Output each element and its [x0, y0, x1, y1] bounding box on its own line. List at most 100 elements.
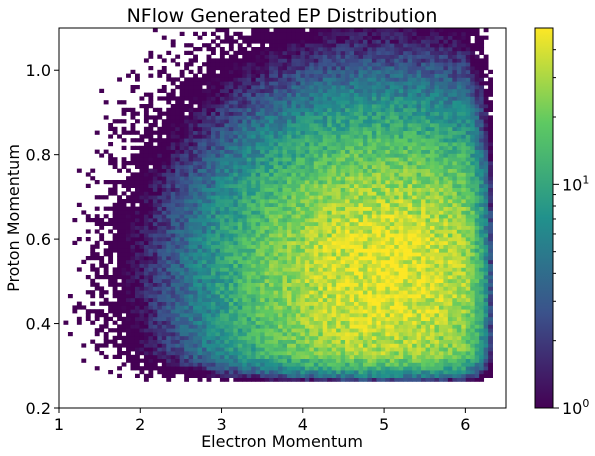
heatmap-cell [255, 316, 261, 321]
heatmap-cell [282, 351, 288, 356]
heatmap-cell [327, 126, 333, 131]
heatmap-cell [345, 81, 350, 86]
heatmap-cell [362, 263, 368, 268]
heatmap-cell [309, 54, 315, 59]
heatmap-cell [175, 123, 181, 128]
heatmap-cell [304, 240, 310, 245]
heatmap-cell [112, 218, 118, 223]
heatmap-cell [161, 320, 167, 325]
heatmap-cell [224, 85, 230, 90]
heatmap-cell [166, 263, 172, 268]
heatmap-cell [286, 180, 292, 185]
heatmap-cell [251, 305, 257, 310]
heatmap-cell [117, 210, 122, 215]
heatmap-cell [278, 199, 283, 204]
heatmap-cell [255, 85, 261, 90]
heatmap-cell [286, 248, 292, 253]
heatmap-cell [264, 244, 270, 249]
heatmap-cell [309, 172, 315, 177]
heatmap-cell [300, 149, 306, 154]
heatmap-cell [340, 324, 346, 329]
heatmap-cell [99, 195, 105, 200]
heatmap-cell [291, 134, 297, 139]
heatmap-cell [367, 294, 373, 299]
heatmap-cell [117, 221, 122, 226]
heatmap-cell [99, 218, 105, 223]
heatmap-cell [134, 153, 140, 158]
heatmap-cell [269, 320, 274, 325]
heatmap-cell [278, 252, 283, 257]
heatmap-cell [166, 199, 172, 204]
heatmap-cell [121, 210, 127, 215]
heatmap-cell [291, 373, 297, 378]
heatmap-cell [179, 305, 185, 310]
heatmap-cell [210, 313, 216, 318]
heatmap-cell [202, 73, 207, 78]
heatmap-cell [224, 115, 230, 120]
heatmap-cell [184, 180, 190, 185]
heatmap-cell [148, 187, 154, 192]
heatmap-cell [260, 153, 266, 158]
heatmap-cell [354, 324, 359, 329]
heatmap-cell [170, 104, 176, 109]
heatmap-cell [260, 130, 266, 135]
heatmap-cell [148, 191, 154, 196]
heatmap-cell [358, 301, 364, 306]
heatmap-cell [354, 225, 359, 230]
heatmap-cell [210, 339, 216, 344]
heatmap-cell [237, 305, 243, 310]
heatmap-cell [112, 214, 118, 219]
heatmap-cell [282, 225, 288, 230]
heatmap-cell [134, 73, 140, 78]
heatmap-cell [175, 126, 181, 131]
heatmap-cell [246, 69, 252, 74]
heatmap-cell [336, 195, 342, 200]
heatmap-cell [331, 153, 337, 158]
heatmap-cell [336, 77, 342, 82]
heatmap-cell [237, 301, 243, 306]
heatmap-cell [349, 362, 355, 367]
heatmap-cell [340, 77, 346, 82]
heatmap-cell [161, 183, 167, 188]
heatmap-cell [166, 290, 172, 295]
heatmap-cell [210, 286, 216, 291]
heatmap-cell [354, 96, 359, 101]
heatmap-cell [197, 347, 203, 352]
heatmap-cell [148, 301, 154, 306]
heatmap-cell [327, 316, 333, 321]
heatmap-cell [130, 305, 136, 310]
heatmap-cell [255, 252, 261, 257]
heatmap-cell [286, 104, 292, 109]
heatmap-cell [251, 297, 257, 302]
heatmap-cell [354, 187, 359, 192]
heatmap-cell [367, 191, 373, 196]
heatmap-cell [166, 259, 172, 264]
heatmap-cell [286, 77, 292, 82]
heatmap-cell [269, 43, 274, 48]
heatmap-cell [362, 66, 368, 71]
heatmap-cell [197, 332, 203, 337]
heatmap-cell [318, 81, 324, 86]
heatmap-cell [362, 377, 368, 382]
heatmap-cell [246, 271, 252, 276]
heatmap-cell [148, 54, 154, 59]
heatmap-cell [273, 210, 279, 215]
heatmap-cell [331, 214, 337, 219]
heatmap-cell [291, 50, 297, 55]
heatmap-cell [286, 233, 292, 238]
heatmap-cell [358, 81, 364, 86]
heatmap-cell [345, 77, 350, 82]
heatmap-cell [367, 286, 373, 291]
heatmap-cell [175, 115, 181, 120]
heatmap-cell [219, 69, 225, 74]
heatmap-cell [313, 335, 319, 340]
heatmap-cell [309, 343, 315, 348]
heatmap-cell [130, 324, 136, 329]
heatmap-cell [313, 161, 319, 166]
heatmap-cell [273, 191, 279, 196]
heatmap-cell [273, 183, 279, 188]
heatmap-cell [197, 161, 203, 166]
heatmap-cell [157, 210, 163, 215]
heatmap-cell [264, 328, 270, 333]
heatmap-cell [291, 370, 297, 375]
